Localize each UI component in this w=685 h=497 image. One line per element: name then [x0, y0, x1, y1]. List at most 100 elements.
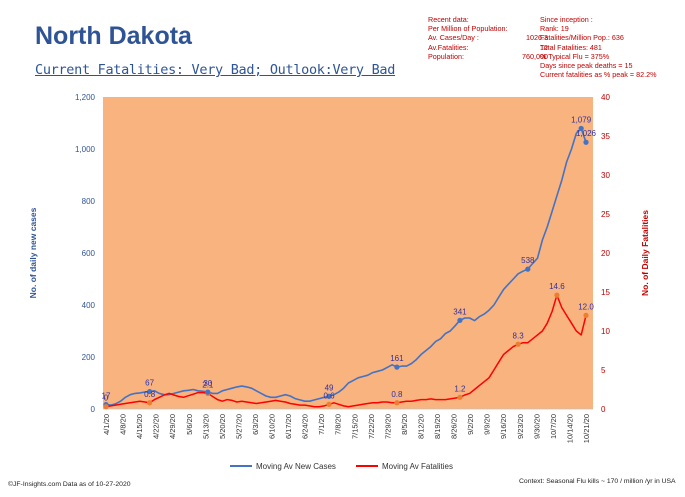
x-tick-label: 4/29/20 [168, 414, 177, 439]
recent-row-label: Av.Fatalities: [428, 42, 469, 52]
data-point-marker [205, 389, 211, 395]
data-point-marker [147, 388, 153, 395]
data-label: 1.2 [454, 384, 466, 393]
data-label: 14.6 [549, 282, 565, 291]
data-point-marker [394, 400, 400, 406]
data-point-marker [583, 312, 589, 318]
data-label: 0.8 [391, 390, 403, 399]
data-point-marker [394, 364, 400, 370]
recent-row-label: Av. Cases/Day : [428, 33, 479, 43]
recent-row-value: 760,000 [522, 51, 548, 61]
data-point-marker [326, 401, 332, 407]
data-label: 341 [453, 307, 467, 316]
data-labels: 170 67 0.8 2.130 490.6 161 0.8 341 1.2 538 8.3 14.6… [102, 115, 597, 410]
left-tick-label: 1,000 [75, 145, 96, 154]
right-tick-label: 35 [601, 132, 610, 141]
since-line: Total Fatalities: 481 [540, 42, 602, 52]
data-label: 538 [521, 256, 535, 265]
page-title: North Dakota [35, 22, 192, 50]
data-label: 2.1 [202, 380, 214, 389]
plot-area [103, 97, 593, 409]
data-point-marker [326, 393, 332, 399]
x-tick-label: 8/12/20 [416, 414, 425, 439]
x-tick-label: 4/8/20 [119, 414, 128, 435]
left-tick-label: 0 [91, 405, 96, 414]
right-tick-label: 10 [601, 327, 610, 336]
data-point-marker [525, 266, 531, 272]
x-tick-label: 9/16/20 [499, 414, 508, 439]
data-point-marker [554, 292, 560, 298]
data-label: 67 [145, 379, 154, 388]
x-tick-label: 9/9/20 [483, 414, 492, 435]
left-tick-label: 400 [82, 301, 96, 310]
data-point-marker [457, 317, 463, 323]
x-tick-label: 4/1/20 [102, 414, 111, 435]
x-tick-label: 7/22/20 [367, 414, 376, 439]
data-label: 17 [102, 392, 111, 401]
right-tick-label: 5 [601, 366, 606, 375]
x-tick-label: 8/26/20 [450, 414, 459, 439]
recent-row: Av. Cases/Day : 1026.3 [428, 33, 548, 42]
since-line: Since inception : [540, 15, 593, 24]
x-tick-label: 7/15/20 [350, 414, 359, 439]
right-tick-label: 15 [601, 288, 610, 297]
x-tick-label: 4/15/20 [135, 414, 144, 439]
recent-data-box: Recent data: Per Million of Population: … [428, 15, 548, 61]
legend-label-cases: Moving Av New Cases [256, 462, 336, 471]
right-tick-label: 0 [601, 405, 606, 414]
legend-label-fatalities: Moving Av Fatalities [382, 462, 453, 471]
since-line: % Typical Flu = 375% [540, 51, 610, 61]
x-tick-label: 8/19/20 [433, 414, 442, 439]
data-label: 8.3 [513, 331, 525, 340]
x-tick-label: 5/27/20 [234, 414, 243, 439]
left-tick-label: 200 [82, 353, 96, 362]
x-tick-label: 6/3/20 [251, 414, 260, 435]
x-tick-label: 5/13/20 [201, 414, 210, 439]
left-tick-label: 600 [82, 249, 96, 258]
recent-heading: Recent data: [428, 15, 469, 24]
x-tick-label: 7/8/20 [334, 414, 343, 435]
right-tick-label: 40 [601, 93, 610, 102]
recent-row-value: 12 [540, 42, 548, 52]
right-tick-label: 25 [601, 210, 610, 219]
page-subtitle: Current Fatalities: Very Bad; Outlook:Ve… [35, 62, 396, 78]
x-tick-label: 4/22/20 [152, 414, 161, 439]
data-label: 0 [104, 394, 109, 403]
data-point-marker [103, 404, 109, 410]
data-point-marker [515, 341, 521, 347]
since-line: Days since peak deaths = 15 [540, 61, 633, 71]
series-line-cases [105, 127, 587, 406]
since-line: Fatalities/Million Pop.: 636 [540, 33, 624, 43]
data-label: 30 [203, 379, 212, 388]
data-point-marker [457, 394, 463, 400]
left-axis-label: No. of daily new cases [28, 207, 38, 298]
x-tick-label: 10/7/20 [549, 414, 558, 439]
x-tick-label: 6/10/20 [268, 414, 277, 439]
since-inception-box: Since inception : Rank: 19 Fatalities/Mi… [540, 15, 656, 79]
left-axis-ticks: 0 200 400 600 800 1,000 1,200 [75, 93, 96, 414]
since-line: Rank: 19 [540, 24, 569, 34]
right-tick-label: 20 [601, 249, 610, 258]
data-label: 49 [325, 383, 334, 392]
data-label: 0.6 [323, 391, 335, 400]
left-tick-label: 1,200 [75, 93, 96, 102]
x-tick-label: 6/17/20 [284, 414, 293, 439]
right-axis-label: No. of Daily Fatalities [640, 210, 650, 296]
data-point-marker [147, 400, 153, 406]
x-tick-label: 9/23/20 [516, 414, 525, 439]
data-label: 12.0 [578, 302, 594, 311]
data-point-marker [578, 125, 584, 132]
x-tick-label: 5/20/20 [218, 414, 227, 439]
x-tick-label: 5/6/20 [185, 414, 194, 435]
x-axis-ticks: 4/1/20 4/8/20 4/15/20 4/22/20 4/29/20 5/6/20 5… [102, 414, 591, 443]
right-axis-ticks: 0 5 10 15 20 25 30 35 40 [601, 93, 610, 414]
x-tick-label: 9/2/20 [466, 414, 475, 435]
right-tick-label: 30 [601, 171, 610, 180]
x-tick-label: 9/30/20 [532, 414, 541, 439]
footer-copyright: ©JF-Insights.com Data as of 10-27-2020 [8, 481, 131, 488]
series-line-fatalities [105, 294, 587, 408]
since-line: Current fatalities as % peak = 82.2% [540, 70, 657, 80]
recent-row-label: Population: [428, 51, 464, 61]
data-label: 1,079 [571, 115, 592, 124]
